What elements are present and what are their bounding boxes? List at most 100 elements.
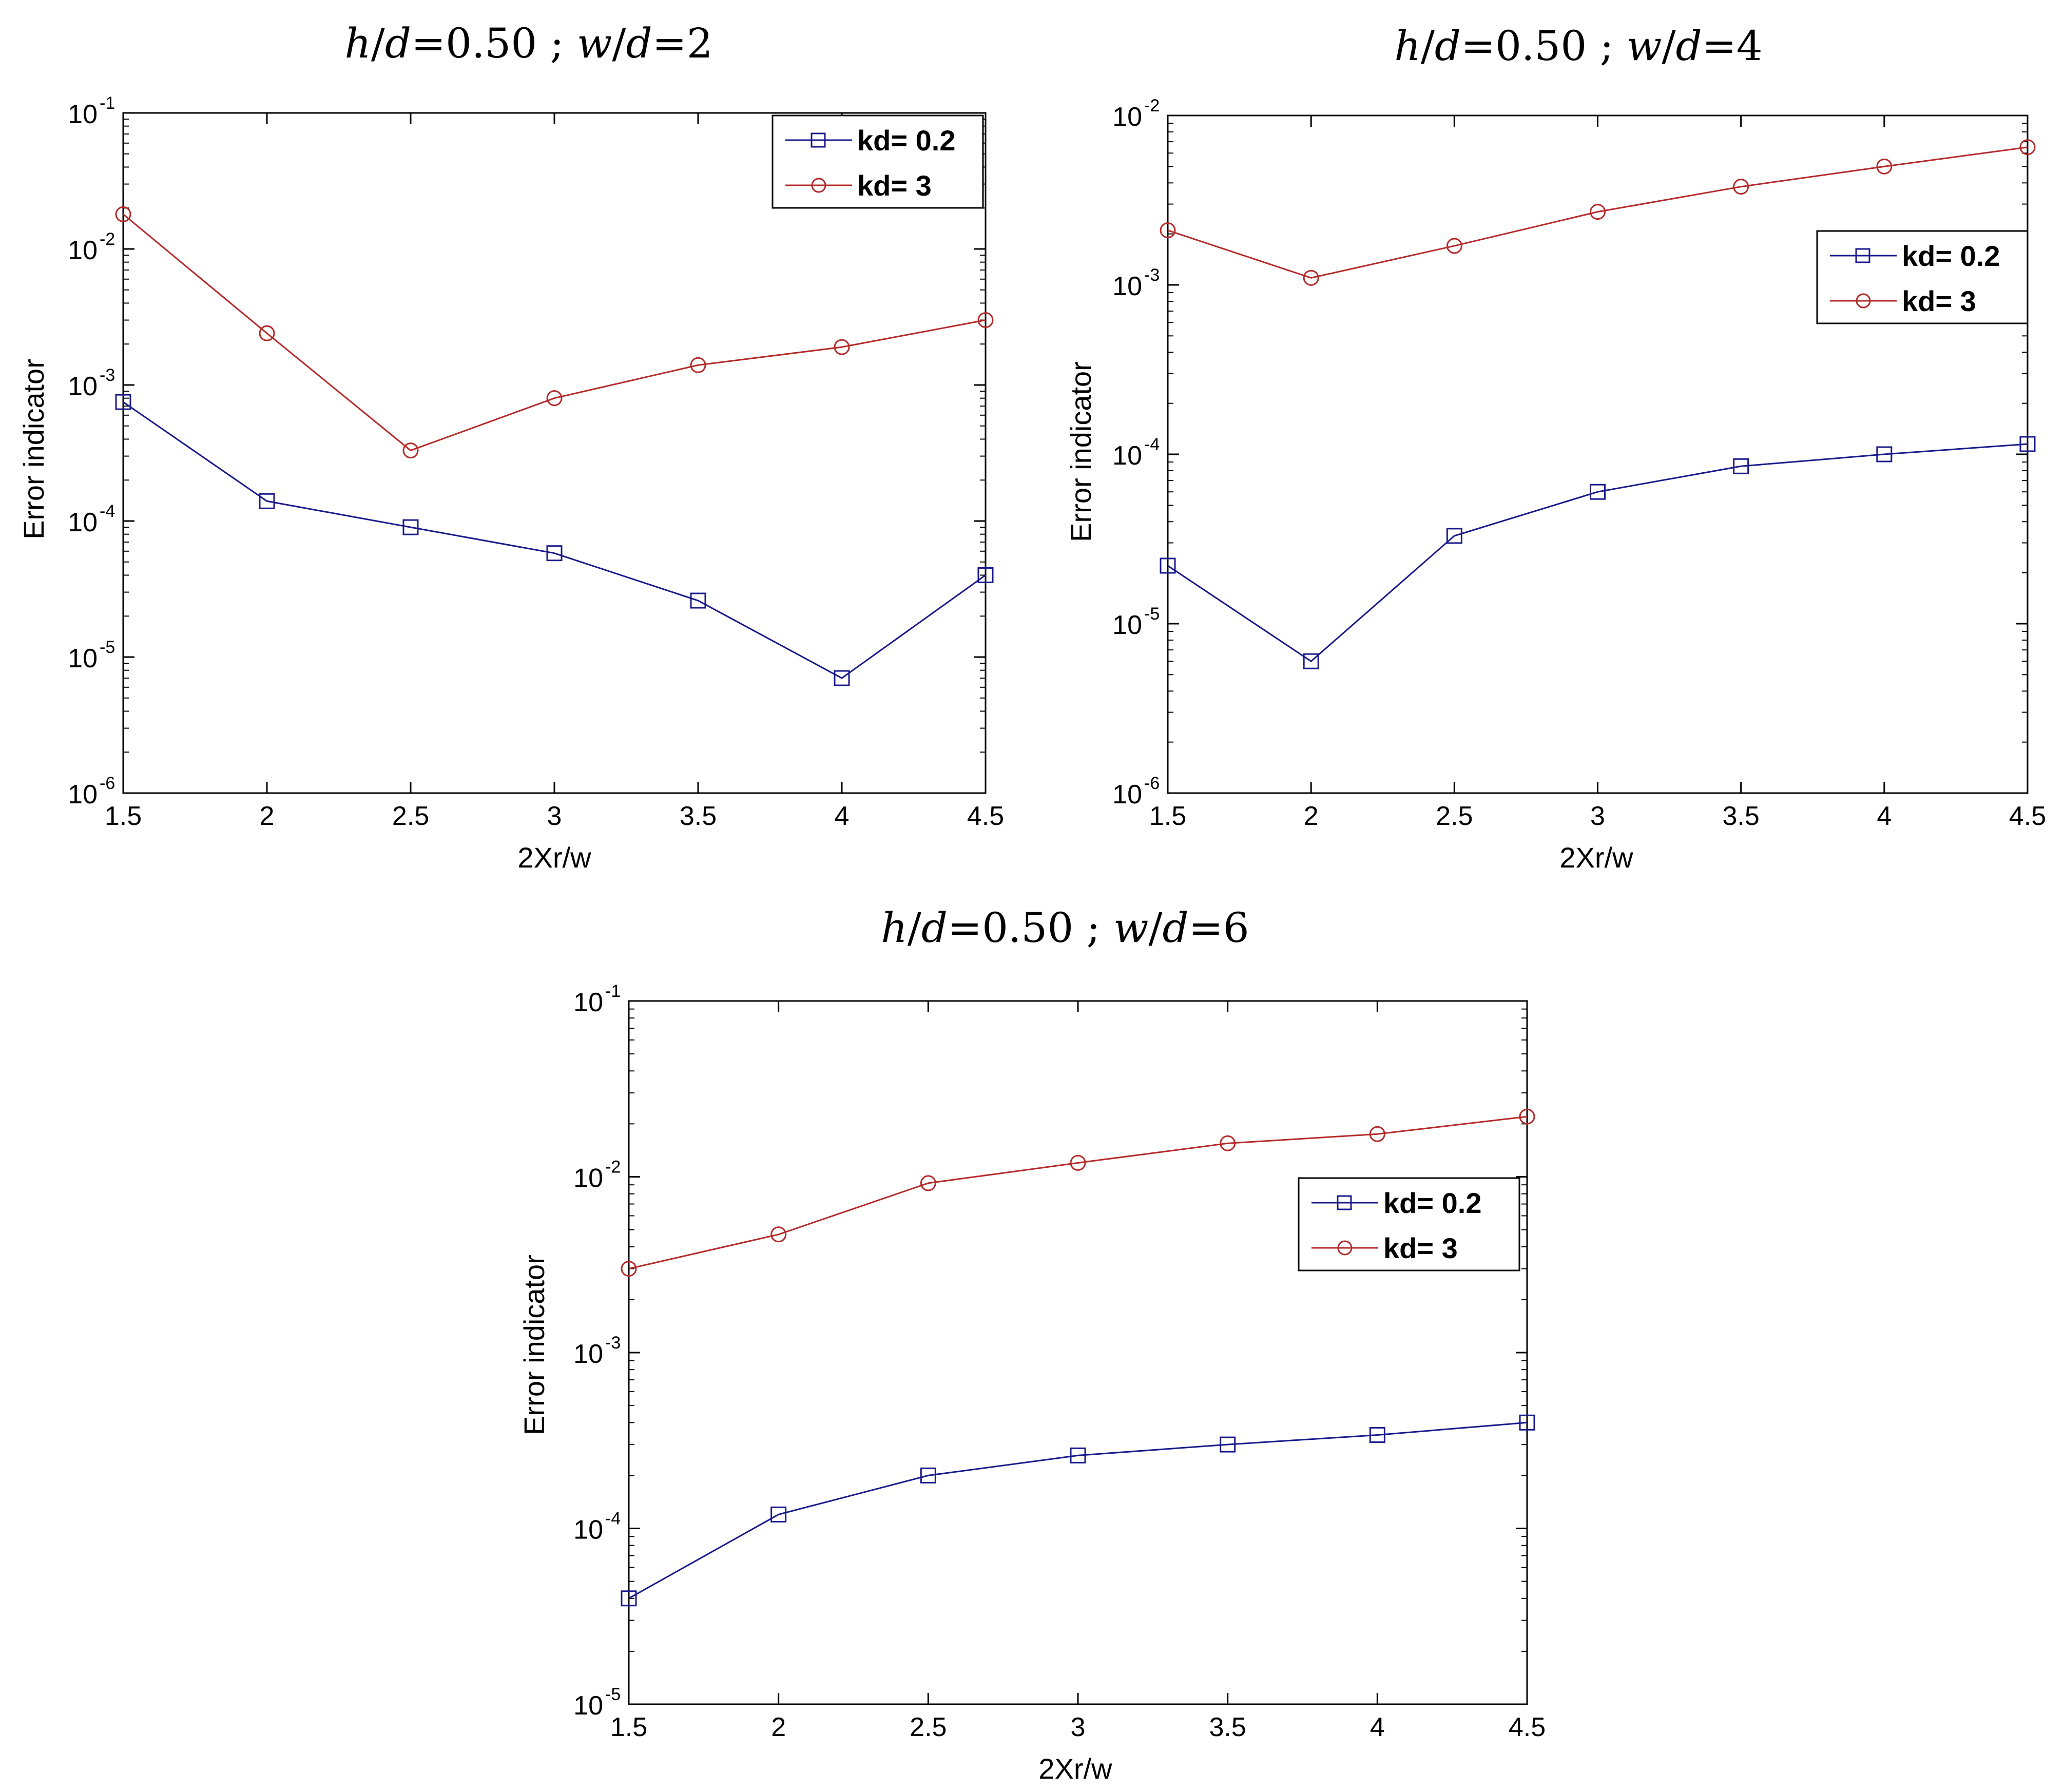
data-point-square — [259, 493, 275, 509]
y-tick-label: 10 — [573, 1515, 603, 1545]
x-tick-label: 3 — [1590, 801, 1605, 831]
data-point-circle — [1590, 204, 1606, 220]
x-tick-label: 1.5 — [610, 1712, 647, 1742]
axes-box — [122, 112, 987, 794]
data-point-circle — [2019, 139, 2036, 156]
data-point-square — [1446, 528, 1462, 544]
legend-box — [1298, 1177, 1520, 1271]
data-point-circle — [1160, 222, 1176, 239]
y-tick-label: 10 — [1112, 780, 1142, 810]
x-tick-label: 4.5 — [2009, 801, 2046, 831]
data-point-circle — [1446, 238, 1462, 254]
series-line — [123, 401, 986, 679]
legend-label: kd= 0.2 — [1902, 240, 2000, 272]
y-tick-exponent: -3 — [605, 1333, 621, 1353]
y-tick-exponent: -4 — [605, 1509, 621, 1529]
x-tick-label: 2 — [260, 801, 275, 831]
data-point-circle — [690, 357, 706, 373]
y-tick-exponent: -3 — [100, 365, 115, 385]
y-tick-label: 10 — [68, 100, 98, 129]
y-tick-label: 10 — [573, 1164, 603, 1193]
legend-box — [771, 114, 984, 209]
y-tick-exponent: -6 — [1144, 774, 1160, 793]
data-point-square — [1303, 653, 1319, 669]
data-point-square — [1733, 458, 1749, 474]
data-point-circle — [1220, 1135, 1236, 1151]
data-point-circle — [1070, 1154, 1086, 1171]
series-line — [628, 1115, 1528, 1270]
x-tick-label: 2.5 — [1436, 801, 1473, 831]
data-point-square — [1160, 557, 1176, 574]
x-tick-label: 2 — [771, 1712, 786, 1742]
legend-marker-circle — [1856, 293, 1871, 309]
plot-area: 10-610-510-410-310-210 -11.5 2 2.5 3 3.5 4 4.5k… — [68, 93, 1004, 831]
x-tick-label: 2.5 — [392, 801, 429, 831]
legend-label: kd= 3 — [1383, 1232, 1458, 1264]
axes-box — [1167, 114, 2029, 794]
x-tick-label: 2 — [1304, 801, 1319, 831]
data-point-square — [402, 519, 419, 535]
data-point-square — [770, 1506, 787, 1523]
x-tick-label: 3.5 — [1723, 801, 1760, 831]
x-tick-label: 4 — [835, 801, 850, 831]
data-point-square — [1070, 1447, 1086, 1463]
x-axis-label: 2Xr/w — [1038, 1752, 1112, 1785]
y-tick-exponent: -1 — [605, 981, 621, 1001]
y-tick-label: 10 — [68, 780, 98, 810]
data-point-circle — [402, 442, 419, 459]
chart-title: h/d=0.50 ; w/d=2 — [344, 20, 712, 67]
data-point-square — [1590, 484, 1606, 500]
axes-box — [628, 1000, 1528, 1705]
y-tick-label: 10 — [573, 988, 603, 1017]
chart-title: h/d=0.50 ; w/d=6 — [881, 904, 1249, 952]
y-tick-label: 10 — [1112, 102, 1142, 132]
y-tick-label: 10 — [68, 508, 98, 537]
y-tick-exponent: -5 — [605, 1685, 621, 1704]
data-point-circle — [977, 312, 994, 329]
series-line — [123, 214, 986, 452]
x-axis-label: 2Xr/w — [1559, 841, 1633, 874]
legend-label: kd= 0.2 — [1383, 1187, 1481, 1219]
chart-title: h/d=0.50 ; w/d=4 — [1394, 22, 1762, 70]
data-point-circle — [259, 325, 275, 341]
data-point-square — [1876, 446, 1893, 463]
legend: kd= 0.2 kd= 3 — [1816, 230, 2029, 324]
plot-area: 10-610-510-410-310 -21.5 2 2.5 3 3.5 4 4.5kd= 0… — [1112, 96, 2046, 831]
y-tick-label: 10 — [68, 644, 98, 673]
data-point-square — [690, 592, 706, 609]
legend-label: kd= 3 — [1902, 285, 1976, 317]
chart-panel-2: h/d=0.50 ; w/d=4 2Xr/w Error indicator 1… — [1065, 22, 2046, 874]
x-tick-label: 4 — [1370, 1712, 1385, 1742]
x-tick-label: 1.5 — [1149, 801, 1186, 831]
y-tick-exponent: -1 — [100, 93, 115, 113]
y-tick-exponent: -4 — [100, 502, 115, 521]
data-point-square — [1220, 1436, 1236, 1453]
y-tick-label: 10 — [1112, 441, 1142, 471]
legend: kd= 0.2 kd= 3 — [771, 114, 984, 209]
y-axis-label: Error indicator — [17, 359, 50, 539]
y-tick-exponent: -2 — [1144, 96, 1160, 115]
y-tick-label: 10 — [68, 236, 98, 265]
legend-label: kd= 3 — [857, 169, 932, 202]
y-tick-exponent: -2 — [605, 1158, 621, 1177]
y-tick-exponent: -5 — [1144, 604, 1160, 624]
x-tick-label: 2.5 — [910, 1712, 947, 1742]
data-point-circle — [1733, 179, 1749, 195]
y-tick-exponent: -5 — [100, 638, 115, 657]
x-tick-label: 4.5 — [1509, 1712, 1546, 1742]
legend: kd= 0.2 kd= 3 — [1298, 1177, 1520, 1271]
data-point-square — [2019, 436, 2036, 452]
chart-panel-3: h/d=0.50 ; w/d=6 2Xr/w Error indicator 1… — [518, 904, 1546, 1785]
data-point-square — [834, 670, 850, 686]
x-tick-label: 3.5 — [680, 801, 717, 831]
y-axis-label: Error indicator — [1065, 361, 1097, 542]
x-tick-label: 4.5 — [967, 801, 1004, 831]
y-axis-label: Error indicator — [518, 1255, 550, 1435]
data-point-circle — [1519, 1108, 1535, 1125]
legend-marker-square — [1337, 1195, 1352, 1210]
y-tick-label: 10 — [68, 372, 98, 401]
data-point-square — [1519, 1414, 1535, 1431]
x-axis-label: 2Xr/w — [517, 841, 591, 874]
y-tick-label: 10 — [1112, 610, 1142, 640]
